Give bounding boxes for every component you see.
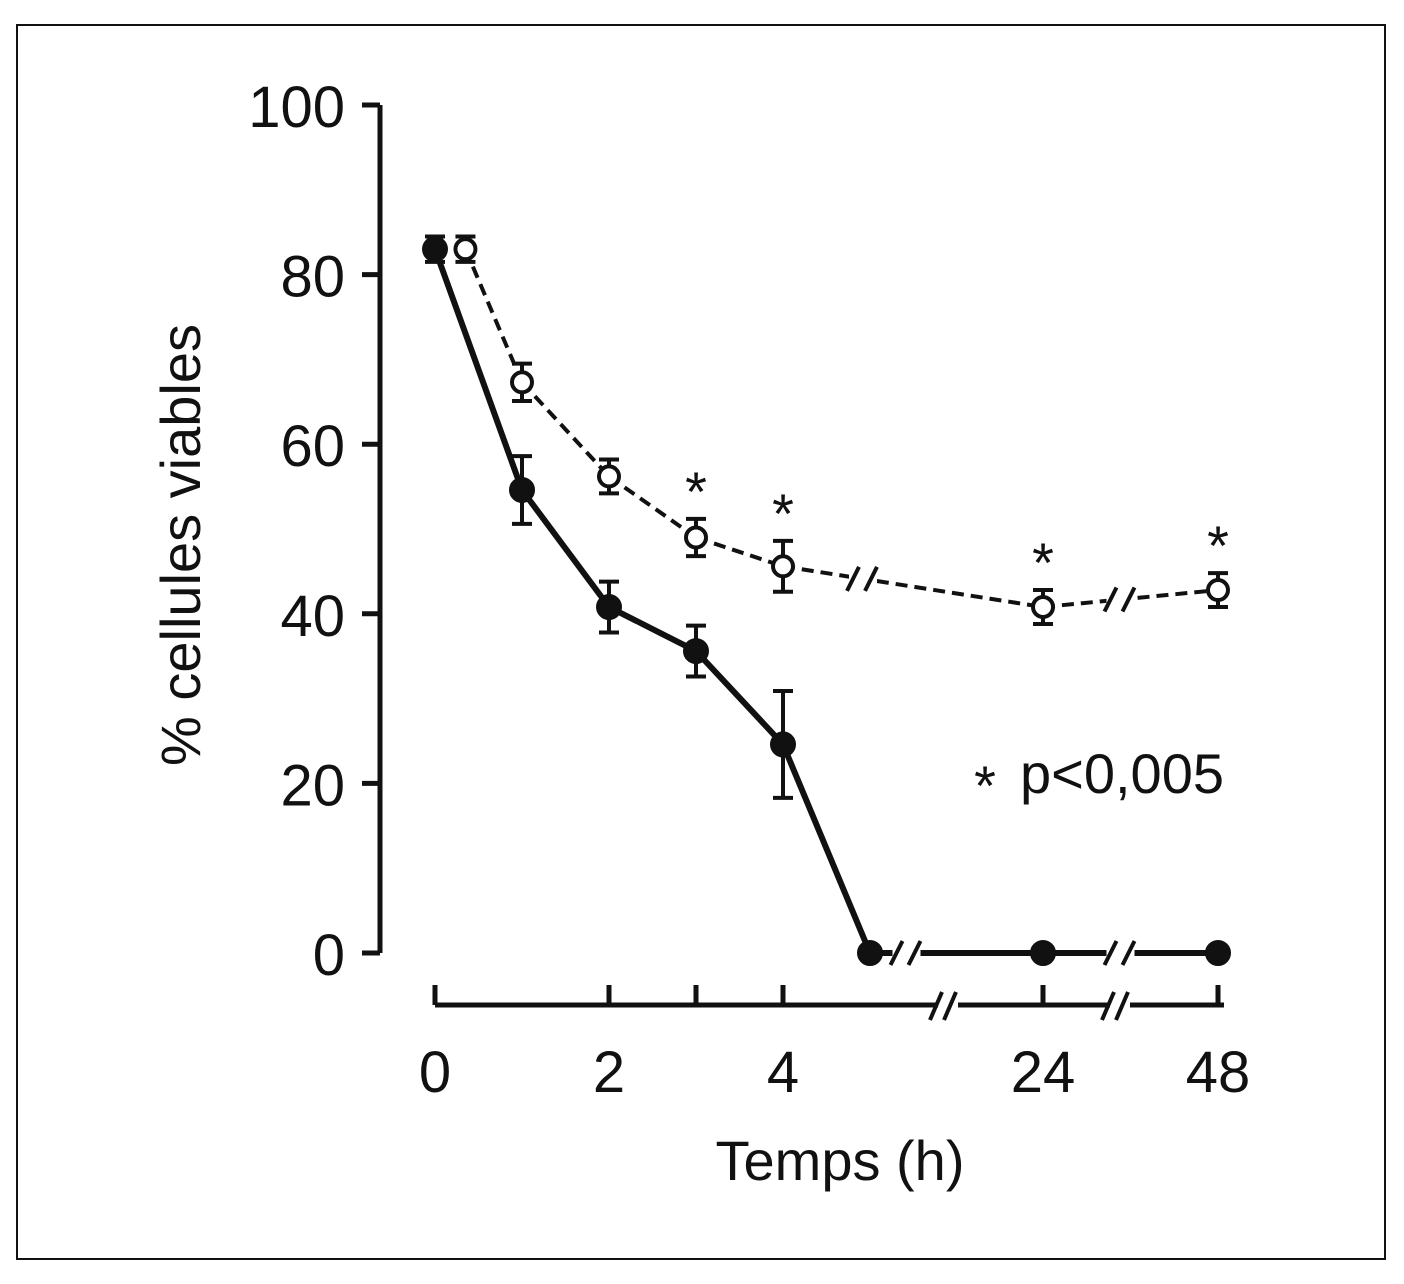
significance-marker: * [772, 482, 794, 545]
data-point-filled [1030, 940, 1056, 966]
data-point-filled [509, 476, 535, 503]
data-point-filled [1205, 940, 1231, 966]
data-point-open [597, 464, 621, 489]
significance-marker: * [1032, 531, 1054, 594]
data-point-filled [770, 731, 796, 758]
series-line-segment [695, 535, 784, 569]
line-break-mark [888, 940, 923, 966]
y-tick-label: 60 [280, 414, 345, 479]
x-axis-break [1100, 991, 1130, 1021]
data-point-filled [596, 594, 622, 621]
data-point-open [684, 525, 708, 550]
significance-star: * [974, 754, 996, 817]
y-tick-label: 20 [280, 753, 345, 818]
x-axis-label: Temps (h) [716, 1129, 965, 1192]
data-point-filled [683, 638, 709, 665]
x-tick-label: 0 [419, 1040, 451, 1105]
data-point-open [510, 370, 534, 395]
data-point-open [1206, 578, 1230, 603]
series-line-segment [520, 380, 611, 478]
y-axis-label: % cellules viables [149, 324, 212, 766]
x-tick-label: 2 [593, 1040, 625, 1105]
data-point-open [771, 554, 795, 579]
data-point-open [453, 237, 478, 262]
series-line-segment [519, 488, 612, 609]
series-line-segment [607, 604, 698, 654]
data-point-filled [422, 236, 448, 263]
line-break-mark [845, 565, 879, 592]
data-point-filled [857, 940, 883, 966]
x-tick-label: 4 [767, 1040, 799, 1105]
significance-marker: * [685, 460, 707, 523]
y-tick-label: 40 [280, 584, 345, 649]
series-line-segment [693, 649, 786, 747]
y-tick-label: 0 [313, 923, 345, 988]
y-tick-label: 100 [248, 75, 345, 140]
series-line-segment [432, 248, 525, 492]
series-line-segment [607, 474, 698, 540]
line-break-mark [1102, 586, 1137, 613]
x-tick-label: 24 [1011, 1040, 1076, 1105]
figure-frame [16, 24, 1386, 1260]
x-axis-break [928, 991, 958, 1021]
data-point-open [1031, 595, 1055, 620]
x-tick-label: 48 [1186, 1040, 1251, 1105]
significance-marker: * [1207, 514, 1229, 577]
series-line-segment [780, 743, 873, 955]
significance-note: p<0,005 [1020, 742, 1224, 805]
line-break-mark [1102, 940, 1137, 966]
series-line-segment [463, 248, 524, 384]
series-line-segment [782, 564, 1044, 609]
y-tick-label: 80 [280, 245, 345, 310]
